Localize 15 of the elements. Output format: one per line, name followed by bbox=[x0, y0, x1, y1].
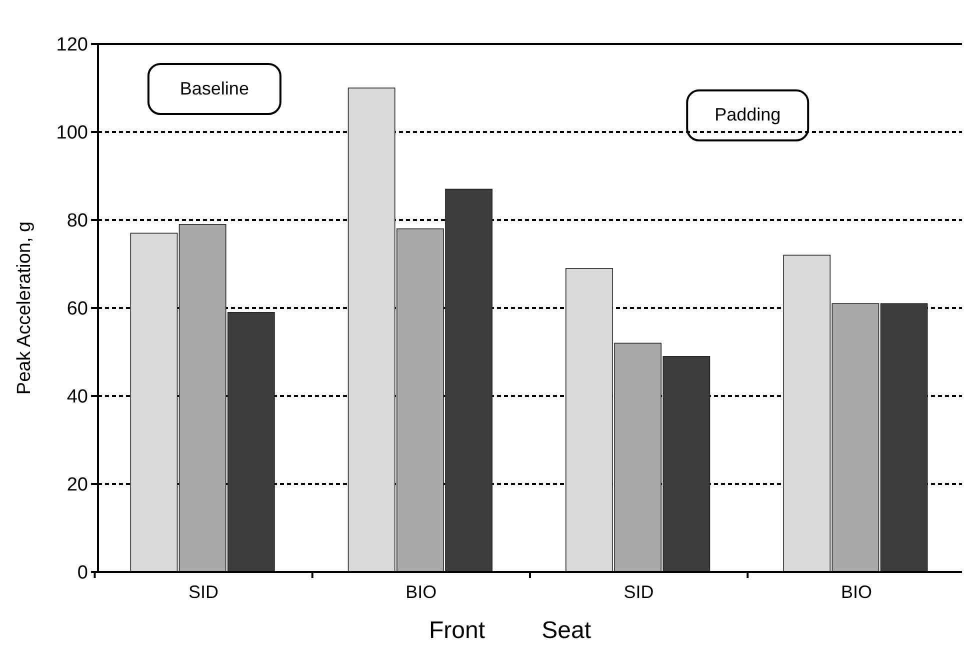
annotation: Padding bbox=[714, 104, 781, 125]
y-tick-label: 100 bbox=[56, 122, 88, 144]
x-tick-label: BIO bbox=[840, 582, 872, 602]
x-tick-label: SID bbox=[188, 582, 219, 602]
y-tick-label: 120 bbox=[56, 34, 88, 56]
x-axis-title: Front Seat bbox=[428, 617, 592, 644]
y-tick-label: 0 bbox=[77, 562, 88, 584]
y-axis-title: Peak Acceleration, g bbox=[14, 221, 35, 395]
y-tick-label: 40 bbox=[66, 386, 88, 408]
y-tick-label: 20 bbox=[66, 474, 88, 496]
y-tick-label: 60 bbox=[66, 298, 88, 320]
annotation: Baseline bbox=[180, 78, 249, 98]
y-tick-label: 80 bbox=[66, 210, 88, 232]
x-tick-label: BIO bbox=[406, 582, 437, 602]
x-tick-label: SID bbox=[624, 582, 654, 602]
